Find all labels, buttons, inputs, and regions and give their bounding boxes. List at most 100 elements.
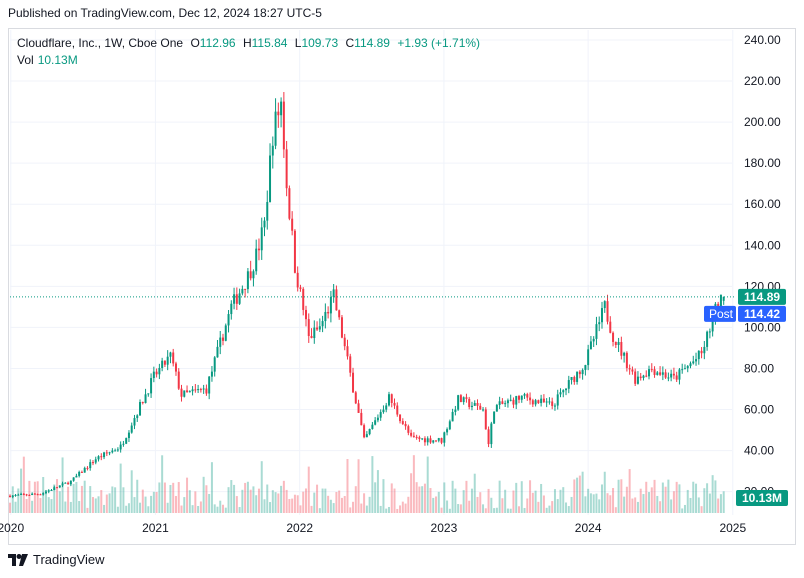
volume-bar xyxy=(531,492,534,513)
candle-body xyxy=(659,372,662,375)
candle-body xyxy=(56,487,59,489)
volume-bar xyxy=(139,502,142,513)
volume-bar xyxy=(307,466,310,513)
volume-bar xyxy=(343,496,346,513)
candle-body xyxy=(479,405,482,410)
y-tick-label: 240.00 xyxy=(744,33,781,47)
candle-body xyxy=(418,437,421,439)
candle-body xyxy=(482,409,485,411)
volume-bar xyxy=(335,491,338,513)
volume-bar xyxy=(260,461,263,513)
candle-body xyxy=(537,400,540,404)
volume-bar xyxy=(631,498,634,513)
volume-bar xyxy=(708,493,711,513)
y-tick-label: 180.00 xyxy=(744,156,781,170)
candle-body xyxy=(14,494,17,496)
volume-bar xyxy=(534,490,537,513)
volume-bar xyxy=(365,505,368,513)
candle-body xyxy=(17,494,20,496)
volume-bar xyxy=(659,501,662,513)
candle-body xyxy=(152,371,155,379)
candle-body xyxy=(603,301,606,309)
volume-bar xyxy=(83,480,86,513)
volume-bar xyxy=(695,483,698,513)
volume-bar xyxy=(216,506,219,513)
volume-bar xyxy=(122,487,125,513)
volume-bar xyxy=(609,495,612,513)
volume-bar xyxy=(47,497,50,513)
volume-bar xyxy=(280,485,283,513)
candle-body xyxy=(271,145,274,156)
volume-bar xyxy=(69,501,72,513)
candle-body xyxy=(343,337,346,347)
volume-bar xyxy=(89,486,92,513)
volume-bar xyxy=(321,488,324,513)
y-tick-label: 160.00 xyxy=(744,197,781,211)
volume-bar xyxy=(56,479,59,513)
candle-body xyxy=(426,438,429,443)
candle-body xyxy=(224,325,227,341)
candle-body xyxy=(598,322,601,325)
volume-bar xyxy=(263,499,266,513)
candle-body xyxy=(559,392,562,395)
candle-body xyxy=(202,388,205,390)
volume-bar xyxy=(285,489,288,513)
candle-body xyxy=(529,397,532,401)
volume-bar xyxy=(125,505,128,513)
volume-bar xyxy=(100,490,103,513)
candle-body xyxy=(412,435,415,437)
volume-bar xyxy=(399,505,402,513)
candle-body xyxy=(177,371,180,389)
volume-bar xyxy=(606,493,609,513)
candle-body xyxy=(296,272,299,288)
volume-bar xyxy=(277,493,280,513)
volume-bar xyxy=(64,501,67,513)
volume-bar xyxy=(584,496,587,513)
volume-bar xyxy=(246,481,249,513)
candle-body xyxy=(623,352,626,356)
volume-bar xyxy=(440,507,443,513)
candle-body xyxy=(476,403,479,406)
volume-bar xyxy=(520,481,523,513)
candle-body xyxy=(401,421,404,424)
volume-bars xyxy=(9,455,725,513)
volume-bar xyxy=(244,482,247,513)
candle-body xyxy=(512,399,515,405)
volume-bar xyxy=(186,477,189,513)
volume-bar xyxy=(332,503,335,513)
candle-body xyxy=(183,390,186,397)
volume-bar xyxy=(147,506,150,513)
volume-bar xyxy=(465,480,468,513)
candle-body xyxy=(390,394,393,403)
candle-body xyxy=(432,440,435,443)
candle-body xyxy=(210,371,213,377)
candle-body xyxy=(213,357,216,372)
candle-body xyxy=(387,394,390,406)
volume-bar xyxy=(230,480,233,513)
candle-body xyxy=(393,402,396,406)
change-value: +1.93 (+1.71%) xyxy=(397,36,481,50)
volume-bar xyxy=(39,498,42,513)
tradingview-logo-icon[interactable] xyxy=(8,553,28,566)
symbol-name[interactable]: Cloudflare, Inc., 1W, Cboe One xyxy=(17,36,184,50)
candle-body xyxy=(158,367,161,375)
volume-bar xyxy=(271,490,274,513)
candle-body xyxy=(410,432,413,436)
volume-bar xyxy=(426,456,429,513)
volume-bar xyxy=(324,488,327,513)
candle-body xyxy=(246,271,249,290)
volume-bar xyxy=(526,498,529,513)
volume-bar xyxy=(473,473,476,513)
candle-body xyxy=(321,321,324,327)
candle-body xyxy=(199,389,202,391)
x-tick-label: 2022 xyxy=(286,521,313,535)
footer-brand[interactable]: TradingView xyxy=(33,552,105,567)
candle-body xyxy=(83,467,86,473)
volume-bar xyxy=(172,482,175,513)
candle-body xyxy=(133,418,136,426)
volume-bar xyxy=(238,507,241,513)
volume-bar xyxy=(653,479,656,513)
candle-body xyxy=(144,394,147,404)
volume-label: Vol xyxy=(17,53,34,67)
